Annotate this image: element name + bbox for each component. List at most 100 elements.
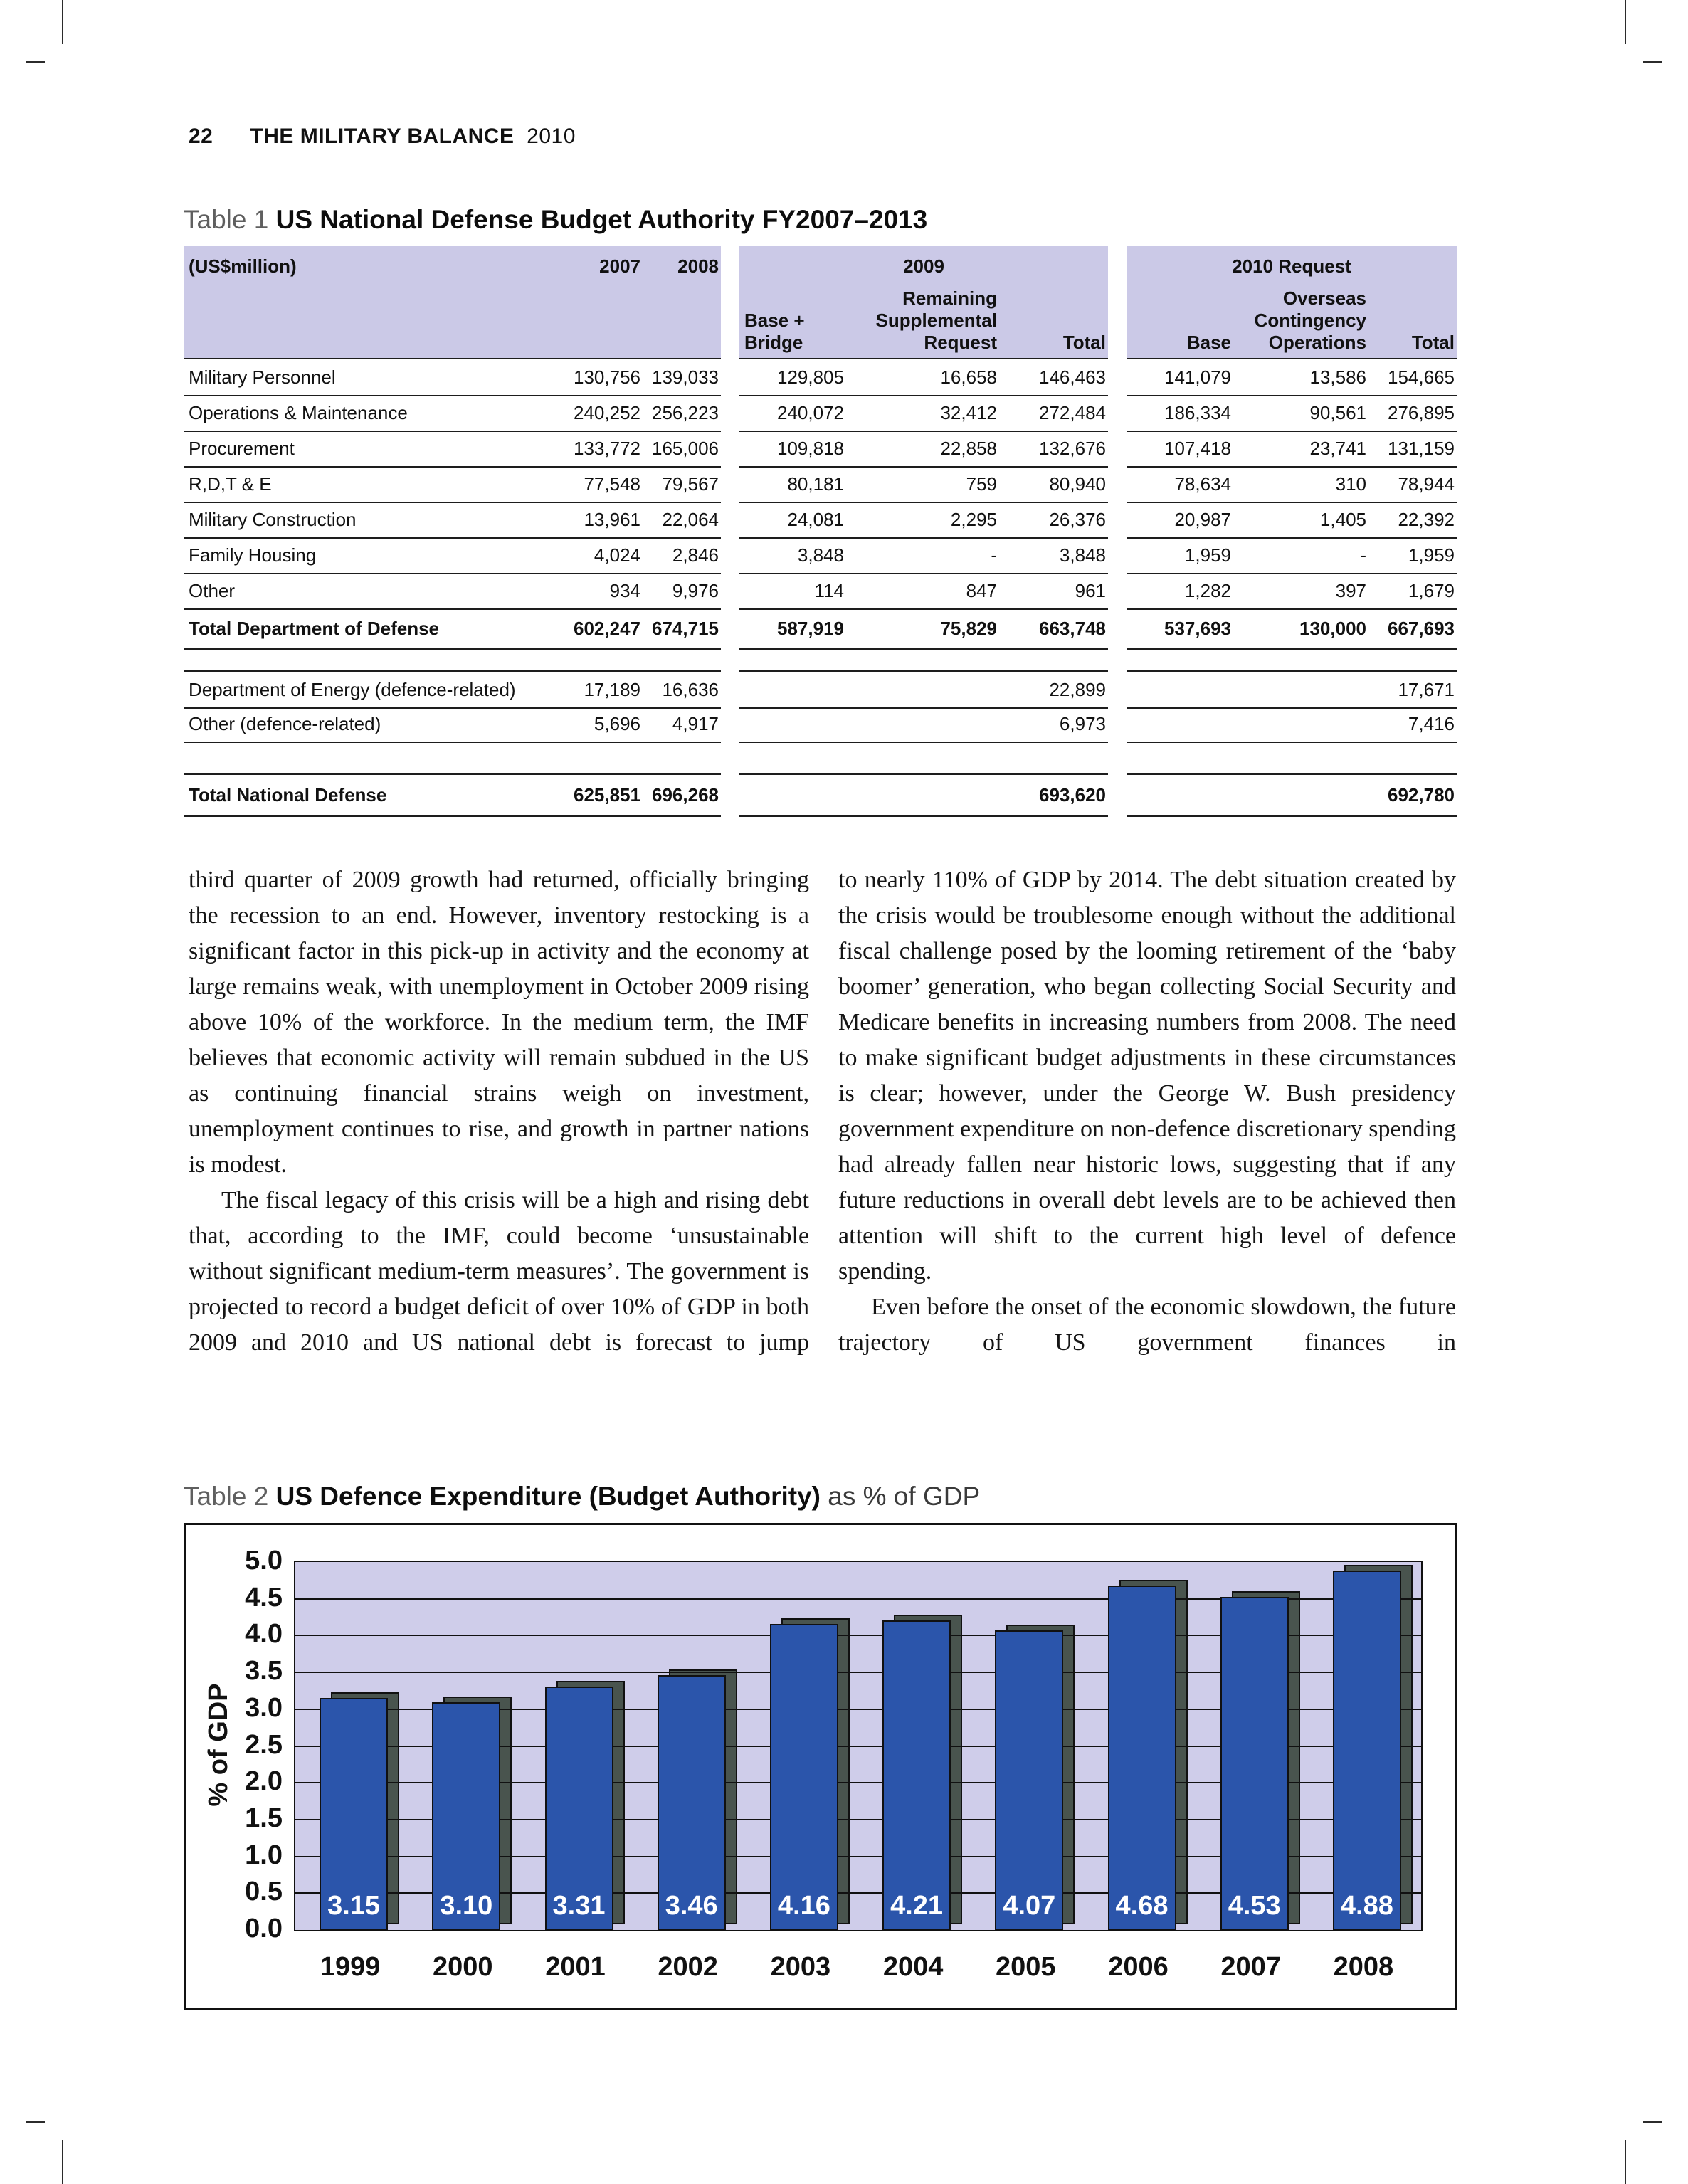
data-bar: 4.21: [882, 1620, 951, 1930]
table-cell: 20,987: [1127, 502, 1233, 539]
col-remaining-supplemental: Remaining Supplemental Request: [875, 287, 997, 353]
running-head: 22 THE MILITARY BALANCE 2010: [189, 125, 576, 149]
table-cell: 16,636: [643, 670, 721, 709]
x-category-label: 2000: [433, 1952, 493, 1982]
page-number: 22: [189, 125, 213, 148]
bar-value-label: 4.53: [1228, 1891, 1281, 1921]
table-row: Operations & Maintenance 240,252 256,223 24…: [184, 395, 1457, 432]
gridline: [295, 1818, 1421, 1820]
group-2010-request: 2010 Request: [1232, 255, 1351, 277]
column-gap: [721, 608, 739, 650]
data-bar: 3.10: [432, 1702, 501, 1930]
y-tick-label: 4.5: [245, 1582, 283, 1613]
y-tick-label: 0.5: [245, 1877, 283, 1907]
table1-title: Table 1 US National Defense Budget Autho…: [184, 205, 927, 235]
table-cell: 693,620: [999, 773, 1108, 817]
bar-value-label: 3.46: [665, 1891, 718, 1921]
table-cell: [846, 773, 999, 817]
table-cell: [846, 670, 999, 709]
column-gap: [721, 466, 739, 503]
header-panel-1: [184, 246, 721, 359]
table-cell: 130,000: [1233, 608, 1368, 650]
bar-value-label: 4.68: [1115, 1891, 1169, 1921]
table-cell: 23,741: [1233, 431, 1368, 468]
paragraph: The fiscal legacy of this crisis will be…: [189, 1187, 809, 1356]
table-cell: 114: [739, 573, 846, 610]
bar-value-label: 4.21: [890, 1891, 944, 1921]
column-gap: [721, 670, 739, 709]
row-label: Total National Defense: [184, 773, 539, 817]
table-cell: 77,548: [539, 466, 643, 503]
table-cell: 3,848: [739, 537, 846, 574]
row-label: Other: [184, 573, 539, 610]
x-category-label: 2003: [770, 1952, 831, 1982]
table-cell: 16,658: [846, 359, 999, 396]
table-cell: -: [846, 537, 999, 574]
crop-mark: [1625, 0, 1626, 44]
table-cell: 397: [1233, 573, 1368, 610]
y-tick-label: 1.5: [245, 1803, 283, 1833]
budget-table-header: (US$million) 2007 2008 2009 2010 Request…: [184, 246, 1457, 359]
table-row: Total Department of Defense 602,247 674,71…: [184, 608, 1457, 650]
col-total-2009: Total: [1062, 332, 1106, 353]
gridline: [295, 1635, 1421, 1637]
column-gap: [1108, 608, 1127, 650]
y-tick-label: 3.5: [245, 1656, 283, 1687]
table-section: Military Personnel 130,756 139,033 129,805 1…: [184, 359, 1457, 650]
bar-value-label: 3.31: [552, 1891, 606, 1921]
bar-value-label: 3.10: [440, 1891, 493, 1921]
y-tick-label: 5.0: [245, 1546, 283, 1576]
table-cell: 240,252: [539, 395, 643, 432]
col-base-bridge: Base + Bridge: [744, 310, 805, 353]
table-cell: 667,693: [1368, 608, 1457, 650]
table-cell: 26,376: [999, 502, 1108, 539]
table-section: Department of Energy (defence-related) 17…: [184, 670, 1457, 743]
column-gap: [721, 706, 739, 743]
table-cell: 75,829: [846, 608, 999, 650]
y-tick-label: 1.0: [245, 1840, 283, 1870]
col-2008: 2008: [677, 255, 719, 277]
table-cell: 1,959: [1127, 537, 1233, 574]
row-label: Total Department of Defense: [184, 608, 539, 650]
table2-title-text: US Defence Expenditure (Budget Authority…: [275, 1482, 821, 1511]
table-cell: 759: [846, 466, 999, 503]
table-cell: 1,679: [1368, 573, 1457, 610]
table-cell: 692,780: [1368, 773, 1457, 817]
table-cell: 139,033: [643, 359, 721, 396]
column-gap: [721, 573, 739, 610]
table-cell: 22,392: [1368, 502, 1457, 539]
crop-mark: [26, 61, 45, 63]
table-cell: 22,064: [643, 502, 721, 539]
data-bar: 4.88: [1332, 1571, 1401, 1930]
table-cell: 310: [1233, 466, 1368, 503]
table-cell: 272,484: [999, 395, 1108, 432]
crop-mark: [1625, 2140, 1626, 2184]
column-gap: [1108, 573, 1127, 610]
x-category-label: 2001: [545, 1952, 606, 1982]
table-cell: 9,976: [643, 573, 721, 610]
y-tick-label: 2.5: [245, 1729, 283, 1760]
x-category-label: 2002: [658, 1952, 718, 1982]
column-gap: [721, 773, 739, 817]
article-column-2: to nearly 110% of GDP by 2014. The debt …: [838, 862, 1456, 1361]
gridline: [295, 1672, 1421, 1674]
table-cell: 1,405: [1233, 502, 1368, 539]
table-cell: 13,586: [1233, 359, 1368, 396]
gridline: [295, 1782, 1421, 1784]
crop-mark: [1643, 2121, 1662, 2123]
bar-value-label: 3.15: [327, 1891, 381, 1921]
table-cell: [1127, 706, 1233, 743]
table-cell: 5,696: [539, 706, 643, 743]
publication-title: THE MILITARY BALANCE: [250, 125, 515, 148]
table-cell: 602,247: [539, 608, 643, 650]
data-bar: 4.07: [995, 1630, 1064, 1930]
gridline: [295, 1855, 1421, 1857]
crop-mark: [26, 2121, 45, 2123]
table-cell: 141,079: [1127, 359, 1233, 396]
table-cell: 2,295: [846, 502, 999, 539]
table-cell: [1233, 706, 1368, 743]
table-cell: 22,899: [999, 670, 1108, 709]
gridline: [295, 1892, 1421, 1894]
data-bar: 3.46: [657, 1675, 726, 1930]
